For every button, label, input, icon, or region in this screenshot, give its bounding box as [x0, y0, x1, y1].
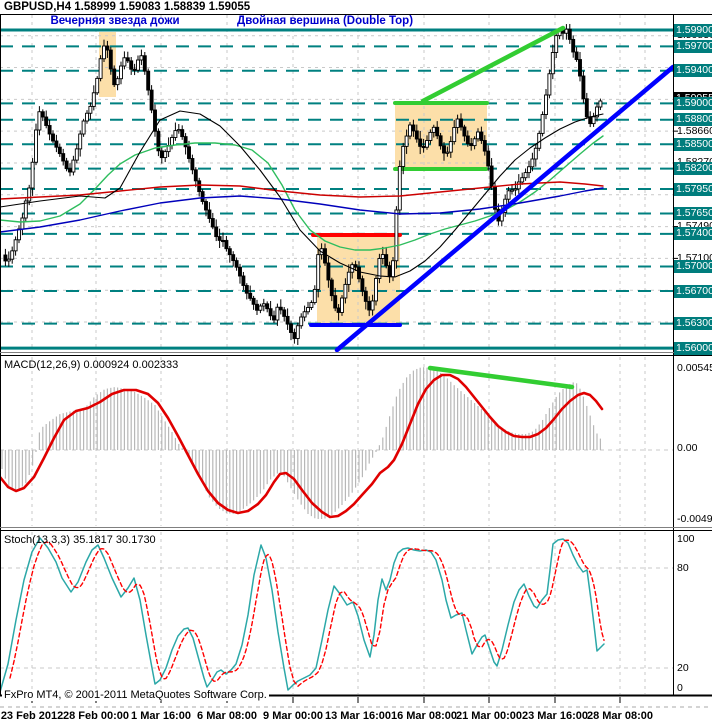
stoch-scale-label: 100	[677, 532, 695, 545]
stoch-scale-label: 0	[677, 681, 683, 694]
price-level-badge: 1.57950	[674, 182, 712, 196]
stoch-scale-label: 80	[677, 561, 689, 574]
price-level-badge: 1.57000	[674, 260, 712, 274]
time-tick-label: 21 Mar 00:00	[455, 710, 523, 722]
stoch-scale-label: 20	[677, 661, 689, 674]
macd-scale-label: -0.00493	[677, 512, 712, 525]
annotation-double-top: Двойная вершина (Double Top)	[237, 15, 414, 27]
macd-scale-label: 0.00545	[677, 361, 712, 374]
time-tick-label: 1 Mar 16:00	[131, 710, 191, 722]
price-level-badge: 1.59900	[674, 23, 712, 37]
stoch-indicator-label: Stoch(13,3,3) 35.1817 30.1730	[4, 534, 156, 546]
time-tick-label: 16 Mar 08:00	[390, 710, 458, 722]
time-tick-label: 28 Feb 00:00	[62, 710, 130, 722]
time-tick-label: 13 Mar 16:00	[324, 710, 392, 722]
time-tick-label: 9 Mar 00:00	[263, 710, 323, 722]
price-level-badge: 1.57650	[674, 207, 712, 221]
price-level-badge: 1.58800	[674, 113, 712, 127]
copyright-label: FxPro MT4, © 2001-2011 MetaQuotes Softwa…	[2, 689, 269, 701]
time-tick-label: 28 Mar 08:00	[586, 710, 654, 722]
time-tick-label: 23 Feb 2012	[0, 710, 64, 722]
price-level-badge: 1.59000	[674, 96, 712, 110]
macd-scale-label: 0.00	[677, 441, 698, 454]
chart-title: GBPUSD,H4 1.58999 1.59083 1.58839 1.5905…	[4, 1, 251, 13]
price-level-badge: 1.58200	[674, 162, 712, 176]
price-level-badge: 1.56300	[674, 317, 712, 331]
time-tick-label: 6 Mar 08:00	[197, 710, 257, 722]
annotation-evening-star: Вечерняя звезда дожи	[50, 15, 180, 27]
price-level-badge: 1.58500	[674, 137, 712, 151]
price-level-badge: 1.59400	[674, 64, 712, 78]
price-level-badge: 1.56700	[674, 284, 712, 298]
price-tick-label: 1.58660	[677, 124, 712, 137]
price-level-badge: 1.56000	[674, 341, 712, 355]
time-tick-label: 23 Mar 16:00	[521, 710, 589, 722]
price-level-badge: 1.57400	[674, 227, 712, 241]
price-level-badge: 1.59700	[674, 39, 712, 53]
macd-indicator-label: MACD(12,26,9) 0.000924 0.002333	[4, 359, 179, 371]
